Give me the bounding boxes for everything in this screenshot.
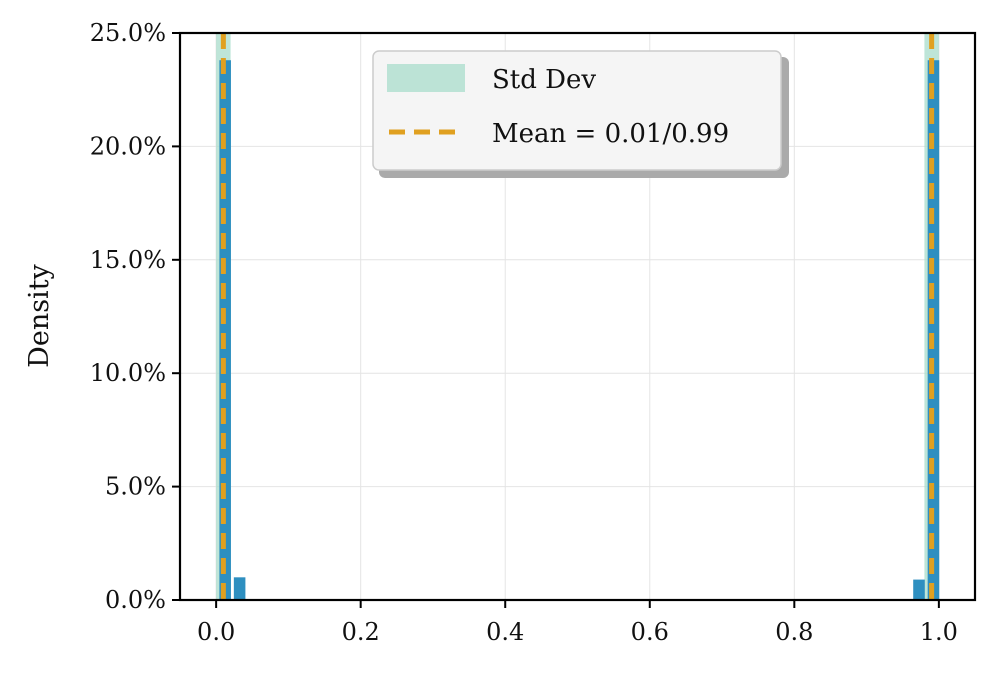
y-tick-label-5: 25.0%: [90, 19, 166, 47]
x-tick-label-2: 0.4: [486, 618, 524, 646]
plot-frame: [178, 31, 977, 602]
x-tick-label-0: 0.0: [197, 618, 235, 646]
legend-label-mean: Mean = 0.01/0.99: [492, 119, 729, 149]
y-axis-label: Density: [24, 263, 55, 367]
y-tick-label-1: 5.0%: [105, 473, 166, 501]
histogram-bar-3: [927, 60, 940, 600]
x-tick-label-3: 0.6: [631, 618, 669, 646]
mean-lines: [220, 33, 935, 600]
x-axis-ticks: 0.0 0.2 0.4 0.6 0.8 1.0: [197, 600, 958, 646]
histogram-bars: [219, 60, 940, 600]
y-tick-label-0: 0.0%: [105, 586, 166, 614]
y-tick-label-3: 15.0%: [90, 246, 166, 274]
legend-box: [372, 50, 782, 171]
y-tick-label-2: 10.0%: [90, 359, 166, 387]
x-tick-label-4: 0.8: [775, 618, 813, 646]
y-axis-ticks: 0.0% 5.0% 10.0% 15.0% 20.0% 25.0%: [90, 19, 180, 614]
x-tick-label-5: 1.0: [920, 618, 958, 646]
histogram-bar-0: [219, 60, 231, 600]
histogram-bar-1: [233, 577, 246, 600]
x-tick-label-1: 0.2: [342, 618, 380, 646]
histogram-bar-2: [913, 579, 925, 600]
legend: Std Dev Mean = 0.01/0.99: [372, 50, 789, 178]
y-tick-label-4: 20.0%: [90, 132, 166, 160]
legend-band-swatch: [387, 64, 465, 92]
legend-label-std-dev: Std Dev: [492, 65, 596, 95]
